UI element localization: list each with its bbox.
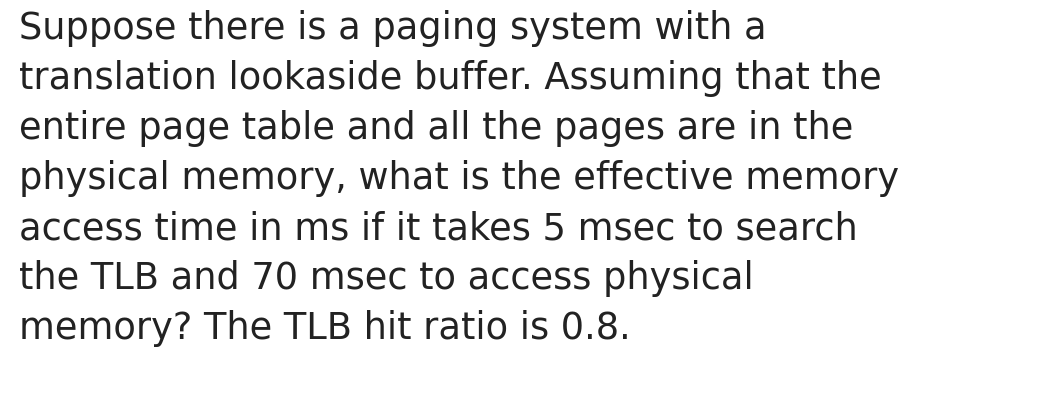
Text: Suppose there is a paging system with a
translation lookaside buffer. Assuming t: Suppose there is a paging system with a … <box>19 10 899 347</box>
